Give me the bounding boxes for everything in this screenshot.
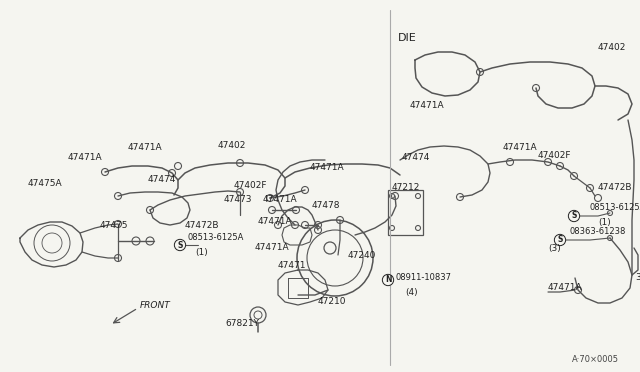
Text: 47471A: 47471A — [548, 283, 582, 292]
Text: A·70×0005: A·70×0005 — [572, 356, 619, 365]
Text: (3): (3) — [548, 244, 561, 253]
Text: 08513-6125A: 08513-6125A — [590, 203, 640, 212]
Text: 47212: 47212 — [392, 183, 420, 192]
Text: 08911-10837: 08911-10837 — [395, 273, 451, 282]
Text: 47402F: 47402F — [234, 180, 268, 189]
Text: 08363-61238: 08363-61238 — [570, 228, 627, 237]
Text: S: S — [557, 235, 563, 244]
Text: (1): (1) — [195, 247, 208, 257]
Text: 67821Y: 67821Y — [225, 318, 259, 327]
Text: 47240: 47240 — [348, 250, 376, 260]
Text: 47471A: 47471A — [255, 244, 290, 253]
Text: 47471A: 47471A — [68, 154, 102, 163]
Text: 47472B: 47472B — [185, 221, 220, 230]
Text: 47472B: 47472B — [598, 183, 632, 192]
Bar — [388, 190, 423, 235]
Text: 47210: 47210 — [318, 298, 346, 307]
Text: 47474: 47474 — [402, 154, 430, 163]
Text: DIE: DIE — [398, 33, 417, 43]
Text: S: S — [572, 212, 577, 221]
Text: 47402: 47402 — [218, 141, 246, 150]
Text: 47471A: 47471A — [310, 164, 344, 173]
Text: S: S — [177, 241, 182, 250]
Text: FRONT: FRONT — [140, 301, 171, 310]
Text: 47471A: 47471A — [410, 100, 445, 109]
Text: 47475A: 47475A — [28, 179, 63, 187]
Text: 47478: 47478 — [312, 201, 340, 209]
Text: 30662E: 30662E — [635, 273, 640, 282]
Text: 47475: 47475 — [100, 221, 129, 230]
Text: 08513-6125A: 08513-6125A — [188, 234, 244, 243]
Text: 47471A: 47471A — [263, 196, 298, 205]
Text: 47471: 47471 — [278, 260, 307, 269]
Text: (4): (4) — [405, 288, 418, 296]
Text: 47402F: 47402F — [538, 151, 572, 160]
Text: 47471A: 47471A — [503, 144, 538, 153]
Text: 47474: 47474 — [148, 176, 177, 185]
Text: N: N — [385, 276, 391, 285]
Text: 47402: 47402 — [598, 44, 627, 52]
Text: 47471A: 47471A — [258, 218, 292, 227]
Text: (1): (1) — [598, 218, 611, 227]
Text: 47473: 47473 — [224, 196, 253, 205]
Text: 47471A: 47471A — [128, 144, 163, 153]
